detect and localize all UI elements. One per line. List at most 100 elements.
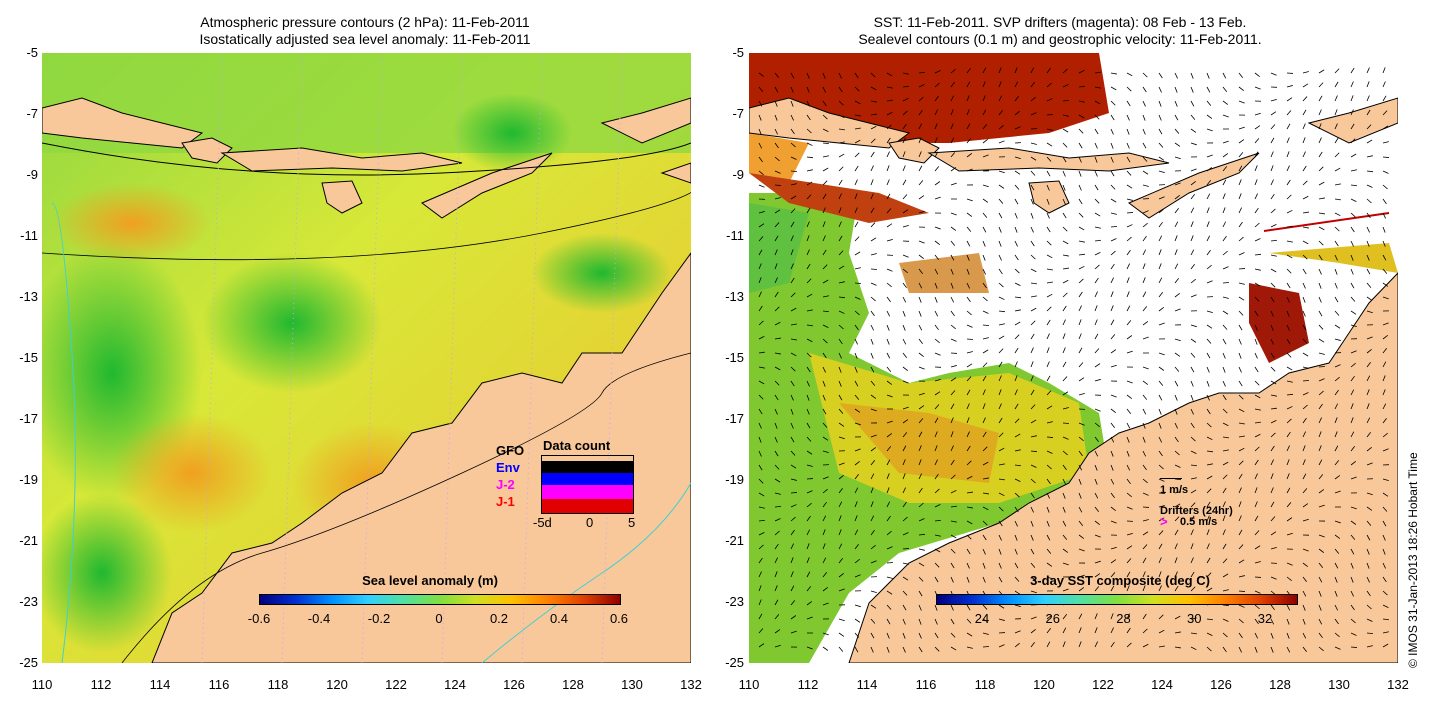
- velocity-arrow: [1222, 449, 1229, 452]
- velocity-arrow: [1190, 646, 1197, 651]
- velocity-arrow: [870, 72, 876, 78]
- velocity-arrow: [982, 296, 988, 302]
- velocity-arrow: [902, 576, 909, 581]
- velocity-arrow: [806, 557, 810, 564]
- velocity-arrow: [790, 529, 795, 536]
- velocity-arrow: [934, 109, 938, 116]
- velocity-arrow: [1238, 646, 1242, 653]
- velocity-arrow: [1046, 450, 1053, 454]
- y-tick-label: -21: [19, 533, 38, 548]
- velocity-arrow: [1062, 450, 1068, 456]
- velocity-arrow: [1190, 557, 1194, 564]
- velocity-arrow: [982, 268, 986, 275]
- velocity-arrow: [934, 151, 939, 158]
- velocity-arrow: [1014, 433, 1021, 438]
- x-tick-label: 124: [1151, 677, 1173, 692]
- velocity-arrow: [1286, 646, 1291, 653]
- velocity-arrow: [1142, 142, 1147, 149]
- velocity-arrow: [822, 557, 827, 564]
- velocity-arrow: [1046, 361, 1050, 368]
- velocity-arrow: [1046, 436, 1054, 438]
- velocity-arrow: [1158, 585, 1162, 592]
- x-tick-label: 118: [974, 677, 996, 692]
- velocity-arrow: [982, 562, 986, 569]
- velocity-arrow: [1014, 254, 1019, 261]
- velocity-arrow: [1046, 281, 1053, 284]
- velocity-arrow: [1350, 198, 1357, 202]
- y-tick-label: -17: [725, 411, 744, 426]
- velocity-arrow: [1382, 432, 1388, 438]
- velocity-arrow: [1334, 604, 1339, 611]
- velocity-arrow: [1238, 310, 1244, 316]
- velocity-arrow: [1078, 587, 1085, 592]
- velocity-arrow: [790, 170, 798, 172]
- velocity-arrow: [1286, 406, 1293, 410]
- velocity-arrow: [1286, 431, 1291, 438]
- velocity-arrow: [1334, 282, 1338, 289]
- velocity-arrow: [982, 226, 987, 233]
- velocity-arrow: [966, 324, 973, 328]
- velocity-arrow: [1030, 240, 1035, 247]
- velocity-arrow: [1046, 375, 1051, 382]
- velocity-arrow: [1206, 249, 1211, 256]
- velocity-arrow: [934, 488, 940, 494]
- velocity-arrow: [998, 361, 1003, 368]
- velocity-arrow: [838, 366, 842, 373]
- velocity-arrow: [1318, 604, 1322, 611]
- velocity-arrow: [966, 240, 971, 247]
- velocity-arrow: [1174, 529, 1179, 536]
- velocity-arrow: [902, 224, 909, 228]
- velocity-arrow: [838, 128, 845, 131]
- velocity-arrow: [1190, 450, 1197, 454]
- velocity-arrow: [774, 156, 780, 162]
- velocity-arrow: [1190, 181, 1196, 186]
- velocity-arrow: [982, 492, 989, 495]
- velocity-arrow: [822, 264, 828, 270]
- velocity-arrow: [934, 70, 941, 74]
- velocity-arrow: [1126, 450, 1130, 457]
- velocity-arrow: [1254, 473, 1258, 480]
- velocity-arrow: [1094, 277, 1099, 284]
- velocity-arrow: [1126, 212, 1134, 214]
- velocity-arrow: [1206, 86, 1211, 93]
- velocity-arrow: [870, 179, 874, 186]
- x-tick-label: 120: [1033, 677, 1055, 692]
- velocity-arrow: [1030, 142, 1037, 145]
- drifters-arrow-icon: >: [1160, 514, 1168, 529]
- velocity-arrow: [758, 236, 764, 242]
- velocity-arrow: [966, 226, 972, 232]
- velocity-arrow: [902, 137, 906, 144]
- velocity-arrow: [1366, 361, 1371, 368]
- velocity-arrow: [1190, 128, 1197, 133]
- velocity-arrow: [1302, 459, 1306, 466]
- velocity-arrow: [1174, 292, 1180, 298]
- velocity-arrow: [1142, 394, 1148, 400]
- velocity-arrow: [1142, 519, 1149, 522]
- velocity-arrow: [1350, 282, 1355, 289]
- velocity-arrow: [1254, 138, 1260, 144]
- velocity-arrow: [1126, 436, 1130, 443]
- velocity-arrow: [998, 323, 1005, 326]
- velocity-arrow: [790, 114, 794, 121]
- velocity-arrow: [1014, 449, 1021, 452]
- velocity-arrow: [1302, 473, 1307, 480]
- velocity-arrow: [1334, 68, 1340, 74]
- velocity-arrow: [758, 450, 762, 457]
- velocity-arrow: [1158, 492, 1166, 494]
- velocity-arrow: [1094, 408, 1101, 412]
- velocity-arrow: [1158, 464, 1164, 470]
- velocity-arrow: [1334, 183, 1341, 186]
- velocity-arrow: [790, 195, 797, 200]
- velocity-arrow: [1302, 268, 1307, 275]
- velocity-arrow: [998, 548, 1002, 555]
- velocity-arrow: [758, 628, 764, 634]
- velocity-arrow: [918, 418, 924, 424]
- velocity-arrow: [1014, 464, 1022, 467]
- velocity-arrow: [886, 576, 893, 579]
- velocity-arrow: [1174, 646, 1181, 649]
- velocity-arrow: [1222, 646, 1227, 653]
- velocity-arrow: [1158, 307, 1165, 312]
- velocity-arrow: [1078, 574, 1085, 578]
- velocity-arrow: [838, 436, 845, 440]
- velocity-arrow: [1206, 235, 1211, 242]
